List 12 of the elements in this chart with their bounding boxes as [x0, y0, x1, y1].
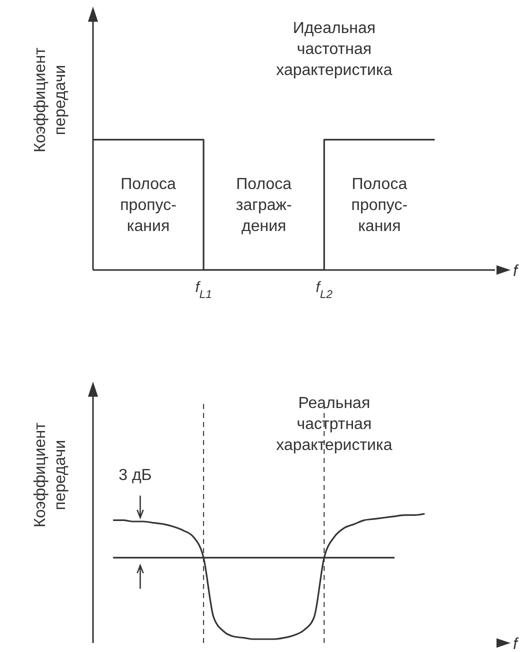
y-axis-title: Коэффициент передачи	[32, 422, 69, 528]
text: 3 дБ	[118, 467, 152, 484]
chart-title: Идеальная частотная характеристика	[276, 20, 392, 79]
annotation: Полоса пропус- кания	[120, 176, 176, 235]
x-tick-label: f$_{L1}$	[195, 279, 212, 301]
x-axis-title: f	[513, 263, 519, 280]
y-axis-title: Коэффициент передачи	[32, 46, 69, 152]
annotation: Полоса пропус- кания	[351, 176, 408, 235]
x-axis-title: f	[513, 636, 519, 652]
annotation: Полоса заграж- дения	[236, 176, 292, 235]
chart-title: Реальная частртная характеристика	[276, 395, 392, 454]
x-tick-label: f$_{L2}$	[316, 279, 334, 301]
